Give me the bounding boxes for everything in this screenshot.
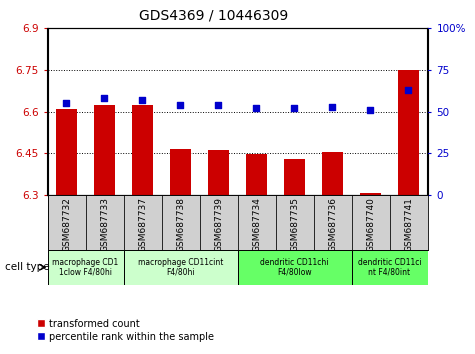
Text: GSM687741: GSM687741	[404, 198, 413, 252]
Point	[63, 101, 70, 106]
Bar	[200, 195, 238, 250]
Bar	[208, 150, 229, 195]
Text: GSM687740: GSM687740	[366, 198, 375, 252]
Point	[177, 102, 184, 108]
Text: GSM687737: GSM687737	[138, 198, 147, 252]
Bar	[314, 195, 352, 250]
Point	[291, 105, 298, 111]
Bar	[390, 195, 428, 250]
Text: GSM687736: GSM687736	[328, 198, 337, 252]
Bar	[360, 193, 381, 195]
Point	[367, 107, 374, 113]
Bar	[398, 70, 419, 195]
Text: GSM687738: GSM687738	[176, 198, 185, 252]
Bar	[238, 250, 352, 285]
Bar	[352, 250, 428, 285]
Bar	[48, 195, 86, 250]
Bar	[162, 195, 199, 250]
Bar	[132, 104, 153, 195]
Bar	[246, 154, 267, 195]
Legend: transformed count, percentile rank within the sample: transformed count, percentile rank withi…	[33, 315, 218, 346]
Point	[405, 87, 412, 93]
Point	[215, 102, 222, 108]
Bar	[56, 109, 77, 195]
Text: GSM687732: GSM687732	[62, 198, 71, 252]
Bar	[238, 195, 276, 250]
Text: dendritic CD11ci
nt F4/80int: dendritic CD11ci nt F4/80int	[358, 258, 421, 277]
Bar	[86, 195, 124, 250]
Bar	[170, 149, 191, 195]
Text: macrophage CD1
1clow F4/80hi: macrophage CD1 1clow F4/80hi	[52, 258, 119, 277]
Point	[101, 95, 108, 101]
Bar	[124, 195, 162, 250]
Bar	[48, 250, 124, 285]
Text: GSM687735: GSM687735	[290, 198, 299, 252]
Text: GSM687734: GSM687734	[252, 198, 261, 252]
Text: macrophage CD11cint
F4/80hi: macrophage CD11cint F4/80hi	[138, 258, 223, 277]
Bar	[322, 152, 343, 195]
Point	[329, 104, 336, 109]
Point	[253, 105, 260, 111]
Text: GDS4369 / 10446309: GDS4369 / 10446309	[139, 9, 288, 23]
Point	[139, 97, 146, 103]
Text: cell type: cell type	[5, 262, 49, 272]
Text: GSM687733: GSM687733	[100, 198, 109, 252]
Bar	[284, 159, 305, 195]
Bar	[276, 195, 314, 250]
Bar	[94, 104, 115, 195]
Text: dendritic CD11chi
F4/80low: dendritic CD11chi F4/80low	[260, 258, 329, 277]
Bar	[124, 250, 238, 285]
Text: GSM687739: GSM687739	[214, 198, 223, 252]
Bar	[352, 195, 390, 250]
